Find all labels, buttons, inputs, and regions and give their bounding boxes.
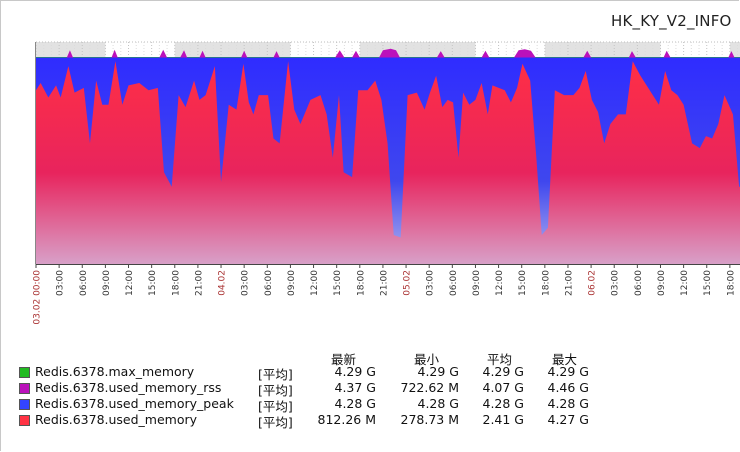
- x-tick-label: 18:00: [356, 270, 366, 296]
- legend-min-value: 278.73 M: [400, 412, 460, 427]
- x-tick-label: 18:00: [726, 270, 736, 296]
- legend-swatch: [19, 415, 30, 426]
- x-tick-label: 12:00: [125, 270, 135, 296]
- legend-last-value: 4.28 G: [334, 396, 377, 411]
- legend-max-value: 4.29 G: [547, 364, 590, 379]
- legend-avg-value: 2.41 G: [482, 412, 525, 427]
- x-axis: 03.02 00:00 03:00 06:00 09:00 12:00 15:00 18:0…: [33, 42, 740, 325]
- legend-header-max: 最大: [552, 352, 578, 367]
- x-tick-label: 12:00: [680, 270, 690, 296]
- series-area-used-memory: [36, 61, 740, 264]
- legend-function: [平均]: [258, 399, 293, 414]
- x-tick-label: 03:00: [426, 270, 436, 296]
- legend-series-name: Redis.6378.used_memory_rss: [35, 380, 222, 395]
- legend-series-name: Redis.6378.used_memory: [35, 412, 198, 427]
- legend-min-value: 4.29 G: [417, 364, 460, 379]
- legend-avg-value: 4.28 G: [482, 396, 525, 411]
- legend-min-value: 722.62 M: [400, 380, 460, 395]
- legend-last-value: 812.26 M: [317, 412, 377, 427]
- x-tick-label: 06:00: [79, 270, 89, 296]
- legend-last-value: 4.29 G: [334, 364, 377, 379]
- legend-max-value: 4.28 G: [547, 396, 590, 411]
- legend-header-last: 最新: [331, 352, 357, 367]
- x-tick-label: 03:00: [56, 270, 66, 296]
- legend-last-value: 4.37 G: [334, 380, 377, 395]
- legend-min-value: 4.28 G: [417, 396, 460, 411]
- legend-header-avg: 平均: [487, 352, 513, 367]
- x-tick-label: 18:00: [171, 270, 181, 296]
- x-tick-label: 15:00: [148, 270, 158, 296]
- legend-row-used-memory-peak: Redis.6378.used_memory_peak [平均] 4.28 G …: [19, 396, 619, 414]
- legend-function: [平均]: [258, 415, 293, 430]
- legend-row-used-memory: Redis.6378.used_memory [平均] 812.26 M 278…: [19, 412, 619, 430]
- x-tick-label: 05.02: [403, 270, 413, 296]
- legend-swatch: [19, 383, 30, 394]
- legend-function: [平均]: [258, 367, 293, 382]
- legend-max-value: 4.27 G: [547, 412, 590, 427]
- chart-title: HK_KY_V2_INFO: [611, 12, 732, 30]
- legend-function: [平均]: [258, 383, 293, 398]
- legend-header-min: 最小: [414, 352, 440, 367]
- x-tick-label: 21:00: [194, 270, 204, 296]
- x-tick-label: 12:00: [495, 270, 505, 296]
- x-tick-label: 09:00: [102, 270, 112, 296]
- legend-series-name: Redis.6378.max_memory: [35, 364, 195, 379]
- x-tick-label: 15:00: [333, 270, 343, 296]
- legend-max-value: 4.46 G: [547, 380, 590, 395]
- x-tick-label: 18:00: [541, 270, 551, 296]
- x-tick-label: 04.02: [218, 270, 228, 296]
- x-tick-label: 21:00: [379, 270, 389, 296]
- x-tick-label: 06:00: [634, 270, 644, 296]
- x-tick-label: 15:00: [703, 270, 713, 296]
- x-tick-label: 21:00: [564, 270, 574, 296]
- legend-avg-value: 4.29 G: [482, 364, 525, 379]
- x-tick-label: 06.02: [588, 270, 598, 296]
- series-areas: [36, 48, 740, 264]
- x-tick-label: 03.02 00:00: [33, 270, 43, 325]
- legend-series-name: Redis.6378.used_memory_peak: [35, 396, 234, 411]
- legend-swatch: [19, 399, 30, 410]
- x-tick-label: 09:00: [287, 270, 297, 296]
- x-tick-label: 09:00: [657, 270, 667, 296]
- x-tick-label: 06:00: [264, 270, 274, 296]
- x-tick-label: 03:00: [611, 270, 621, 296]
- legend-row-max-memory: Redis.6378.max_memory [平均] 4.29 G 4.29 G…: [19, 364, 619, 382]
- legend-swatch: [19, 367, 30, 378]
- legend-avg-value: 4.07 G: [482, 380, 525, 395]
- x-tick-label: 15:00: [518, 270, 528, 296]
- x-tick-label: 06:00: [449, 270, 459, 296]
- legend-row-used-memory-rss: Redis.6378.used_memory_rss [平均] 4.37 G 7…: [19, 380, 619, 398]
- x-tick-label: 09:00: [472, 270, 482, 296]
- x-tick-label: 03:00: [241, 270, 251, 296]
- x-tick-label: 12:00: [310, 270, 320, 296]
- chart-plot: 03.02 00:00 03:00 06:00 09:00 12:00 15:00 18:0…: [33, 41, 740, 325]
